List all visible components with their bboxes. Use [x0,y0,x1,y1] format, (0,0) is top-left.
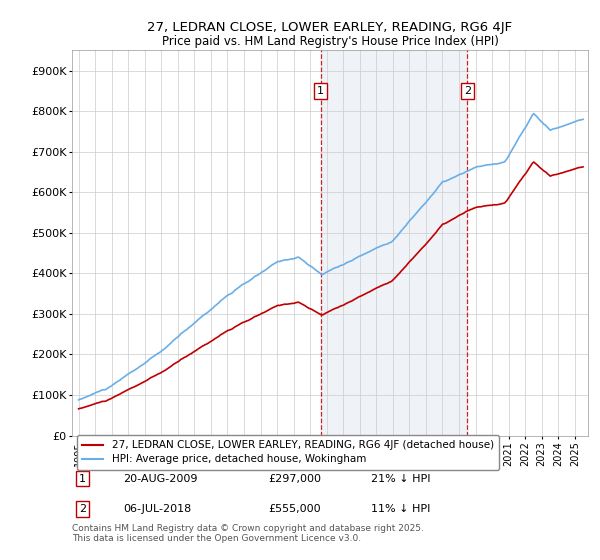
Text: Price paid vs. HM Land Registry's House Price Index (HPI): Price paid vs. HM Land Registry's House … [161,35,499,49]
Text: 1: 1 [79,474,86,484]
Text: Contains HM Land Registry data © Crown copyright and database right 2025.
This d: Contains HM Land Registry data © Crown c… [72,524,424,543]
Text: 2: 2 [464,86,471,96]
Text: £555,000: £555,000 [268,504,321,514]
Text: £297,000: £297,000 [268,474,321,484]
Text: 27, LEDRAN CLOSE, LOWER EARLEY, READING, RG6 4JF: 27, LEDRAN CLOSE, LOWER EARLEY, READING,… [148,21,512,35]
Text: 2: 2 [79,504,86,514]
Text: 06-JUL-2018: 06-JUL-2018 [124,504,192,514]
Legend: 27, LEDRAN CLOSE, LOWER EARLEY, READING, RG6 4JF (detached house), HPI: Average : 27, LEDRAN CLOSE, LOWER EARLEY, READING,… [77,435,499,470]
Text: 1: 1 [317,86,324,96]
Bar [321,50,467,436]
Text: 21% ↓ HPI: 21% ↓ HPI [371,474,431,484]
Text: 11% ↓ HPI: 11% ↓ HPI [371,504,431,514]
Text: 20-AUG-2009: 20-AUG-2009 [124,474,198,484]
